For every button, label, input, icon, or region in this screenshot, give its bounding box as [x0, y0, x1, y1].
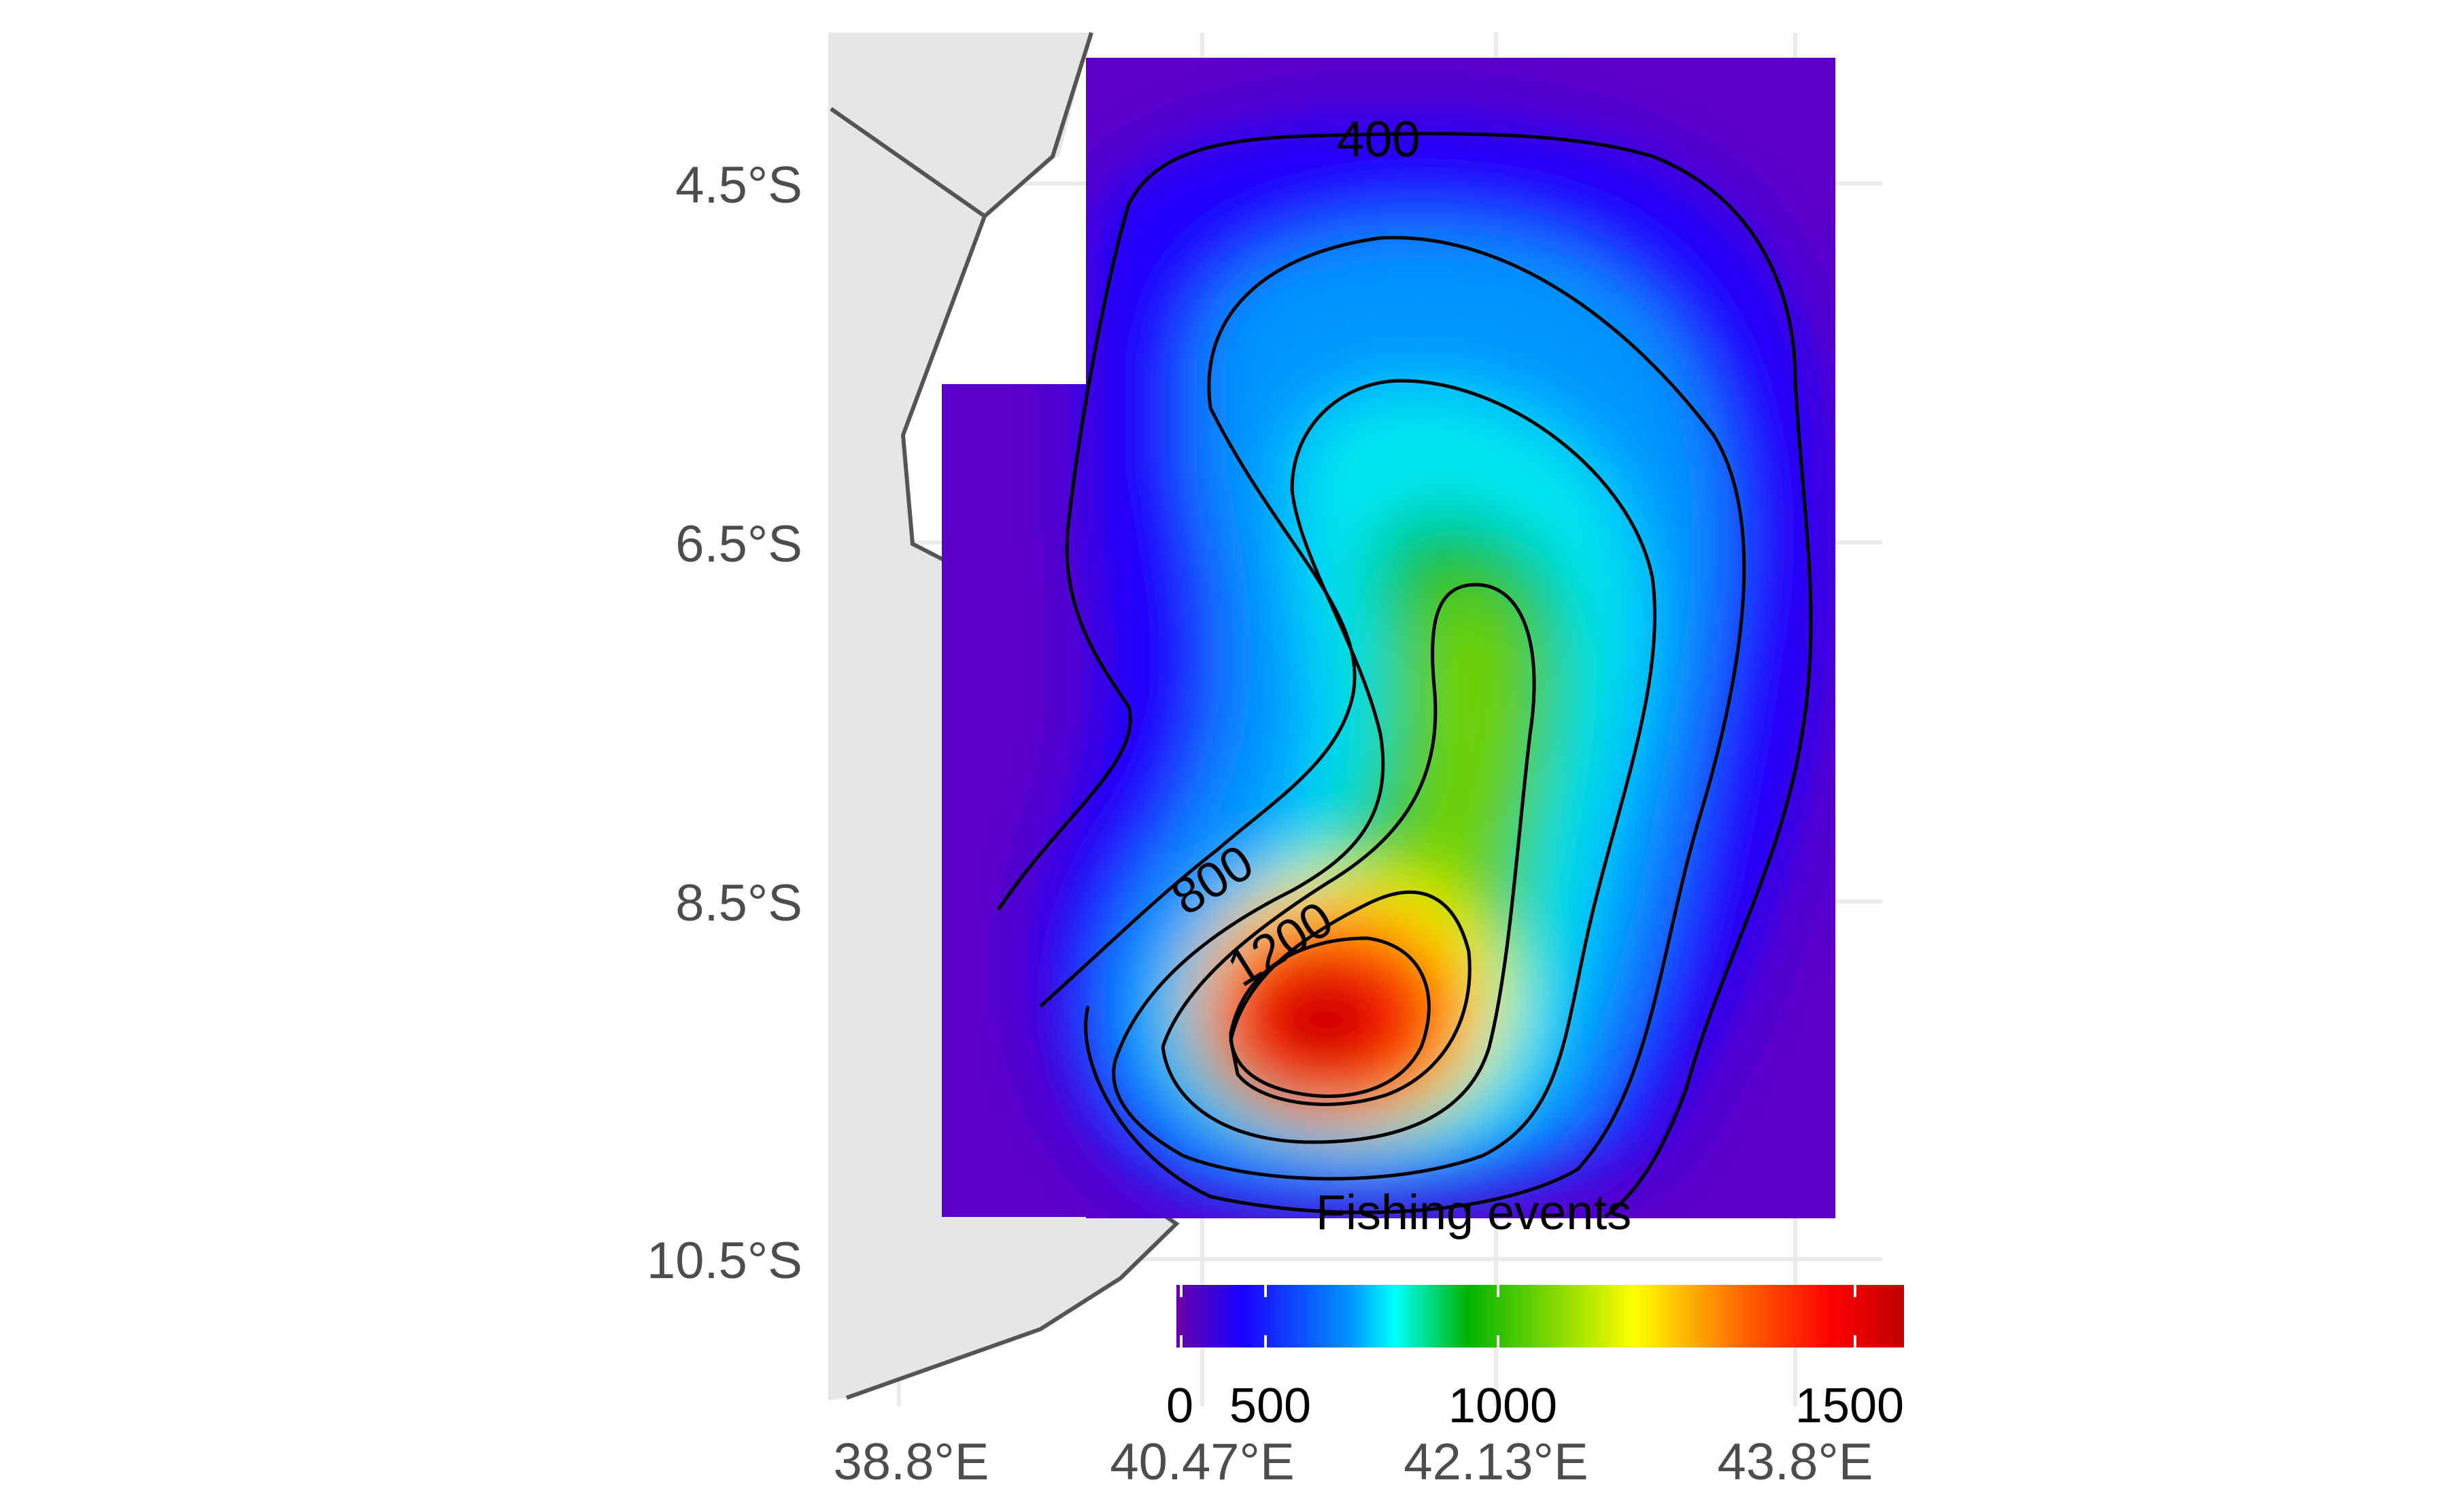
coastline [830, 32, 1093, 219]
x-tick-label: 40.47°E [1110, 1433, 1294, 1491]
legend-tick-label: 1000 [1448, 1379, 1557, 1433]
y-tick-label: 8.5°S [675, 874, 802, 932]
legend-tick-label: 1500 [1795, 1379, 1904, 1433]
contour-1400 [1229, 936, 1431, 1098]
x-tick-label: 43.8°E [1717, 1433, 1873, 1491]
y-tick-label: 6.5°S [675, 515, 802, 573]
x-tick-label: 38.8°E [833, 1433, 989, 1491]
contour-400 [996, 132, 1813, 1218]
y-axis: 4.5°S 6.5°S 8.5°S 10.5°S [647, 156, 802, 1290]
contour-1200 [1161, 583, 1536, 1144]
x-axis: 38.8°E 40.47°E 42.13°E 43.8°E [833, 1433, 1873, 1491]
contour-800 [1039, 236, 1746, 1214]
y-tick-label: 10.5°S [647, 1232, 802, 1290]
density-heatmap [942, 58, 1835, 1218]
land-mass [828, 33, 1176, 1401]
contour-lines [996, 132, 1813, 1218]
legend-colorbar [1176, 1285, 1904, 1347]
contour-label-400: 400 [1336, 111, 1420, 167]
y-tick-label: 4.5°S [675, 156, 802, 214]
legend-tick-label: 0 [1166, 1379, 1193, 1433]
x-tick-label: 42.13°E [1404, 1433, 1588, 1491]
legend-title: Fishing events [1316, 1186, 1631, 1240]
contour-800-inner [1112, 379, 1656, 1181]
color-legend: Fishing events 0 500 1000 1500 [1166, 1186, 1904, 1433]
contour-1200-inner [1229, 890, 1472, 1106]
legend-tick-label: 500 [1229, 1379, 1311, 1433]
